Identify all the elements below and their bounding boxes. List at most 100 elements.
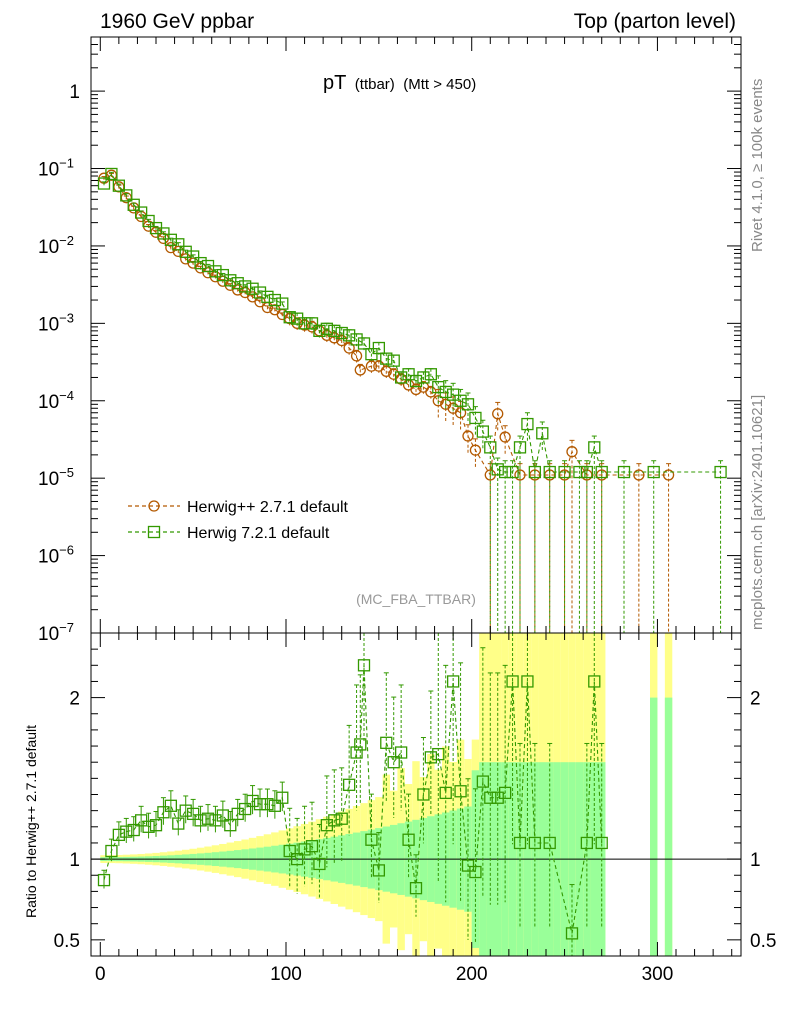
y-tick-label-main: 1 [69, 82, 80, 103]
data-point-square [305, 317, 319, 330]
data-point-square [268, 799, 282, 812]
data-point-square [595, 465, 608, 479]
data-point-circle [514, 469, 526, 481]
data-point-square [439, 385, 452, 399]
data-point-square [506, 675, 519, 688]
data-point-square [97, 873, 111, 887]
data-point-square [179, 804, 192, 817]
y-tick-label-base: 10 [38, 624, 59, 645]
data-point-square [320, 322, 334, 335]
data-point-square [305, 840, 319, 853]
data-point-circle [232, 284, 244, 296]
data-point-square [491, 791, 504, 804]
header-right: Top (parton level) [574, 10, 736, 33]
data-point-square [380, 736, 393, 749]
x-tick-label: 200 [456, 964, 488, 985]
y-tick-label-main: 10−4 [38, 388, 74, 413]
data-point-square [461, 398, 475, 411]
legend-label-herwigpp: Herwig++ 2.7.1 default [187, 499, 349, 516]
data-point-square [216, 809, 230, 822]
data-point-square [506, 465, 519, 479]
data-point-circle [499, 431, 511, 443]
y-tick-label-exponent: −2 [59, 233, 74, 248]
legend-label-herwig7: Herwig 7.2.1 default [187, 525, 330, 542]
data-point-square [417, 788, 430, 801]
data-point-square [342, 778, 356, 791]
data-point-square [595, 836, 608, 850]
data-point-square [253, 286, 267, 299]
data-point-square [142, 820, 155, 833]
data-point-square [253, 798, 267, 811]
data-point-square [224, 819, 237, 832]
y-tick-label-main: 10−5 [38, 465, 74, 490]
data-point-square [276, 791, 289, 804]
y-tick-label-base: 10 [38, 237, 59, 258]
data-point-circle [566, 446, 578, 458]
data-point-square [484, 791, 497, 804]
data-point-square [521, 675, 534, 688]
data-point-square [112, 828, 126, 842]
data-point-square [320, 819, 334, 832]
data-point-square [647, 465, 660, 479]
plot-title-main: pT [323, 72, 346, 94]
data-point-square [231, 277, 244, 290]
data-point-square [439, 786, 452, 800]
data-point-circle [432, 395, 444, 407]
rivet-label: Rivet 4.1.0, ≥ 100k events [749, 79, 766, 252]
data-point-square [387, 756, 400, 769]
data-point-square [565, 927, 579, 940]
data-point-square [194, 814, 207, 827]
data-point-square [172, 238, 185, 251]
data-point-square [157, 806, 170, 819]
y-tick-label-exponent: −1 [59, 156, 74, 171]
y-tick-label-ratio-left: 1 [69, 850, 80, 871]
ratio-panel [91, 632, 741, 956]
data-point-square [417, 371, 430, 384]
y-tick-label-exponent: −4 [59, 388, 74, 403]
y-tick-label-base: 10 [38, 469, 59, 490]
data-point-square [469, 411, 482, 425]
data-point-square [354, 738, 367, 751]
data-point-square [380, 352, 393, 365]
data-point-square [350, 333, 363, 346]
data-point-square [558, 465, 571, 479]
band-inner [650, 697, 658, 956]
y-tick-label-main: 10−2 [38, 233, 74, 258]
data-point-circle [662, 469, 675, 481]
data-point-square [105, 167, 118, 181]
y-tick-label-base: 10 [38, 314, 59, 335]
data-point-circle [380, 365, 392, 377]
data-point-square [127, 198, 140, 211]
legend-marker-herwigpp [148, 500, 160, 512]
data-point-circle [462, 430, 474, 442]
data-point-square [164, 799, 178, 812]
data-point-square [134, 814, 148, 827]
y-tick-label-ratio-left: 0.5 [54, 931, 80, 952]
data-point-square [157, 227, 170, 240]
data-point-square [573, 465, 586, 479]
data-point-square [454, 785, 467, 798]
data-point-square [246, 282, 259, 295]
data-point-square [268, 293, 282, 307]
data-point-square [498, 465, 512, 479]
data-point-square [617, 465, 631, 479]
data-point-square [172, 817, 185, 830]
data-point-square [498, 786, 512, 800]
data-point-square [513, 836, 527, 850]
data-point-square [476, 775, 490, 788]
data-point-square [313, 324, 326, 338]
data-point-square [350, 746, 363, 759]
data-point-square [543, 836, 556, 850]
y-tick-label-base: 10 [38, 160, 59, 181]
main-panel [97, 167, 727, 633]
data-point-square [714, 465, 727, 479]
data-point-circle [172, 245, 184, 258]
data-point-square [134, 206, 148, 219]
data-point-square [357, 337, 371, 350]
data-point-square [528, 465, 542, 479]
x-tick-label: 100 [270, 964, 302, 985]
data-point-square [432, 380, 445, 394]
data-point-square [521, 417, 534, 431]
data-point-square [528, 836, 542, 850]
data-point-square [328, 814, 341, 827]
